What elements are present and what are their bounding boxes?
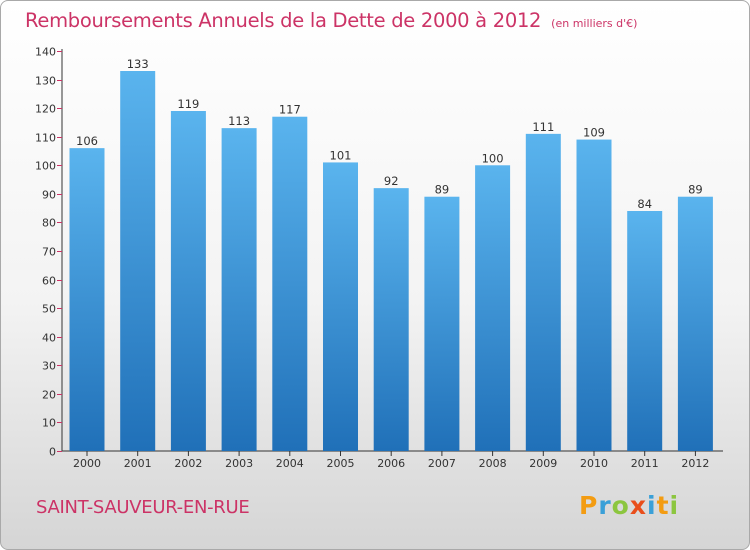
- bar: [272, 116, 308, 451]
- bar-value-label: 100: [482, 151, 504, 165]
- y-tick-label: 10: [42, 417, 56, 430]
- y-tick-label: 120: [35, 103, 56, 116]
- bar-value-label: 89: [688, 183, 703, 197]
- logo-letter: i: [647, 491, 657, 520]
- x-tick-label: 2011: [631, 457, 659, 470]
- y-tick-label: 30: [42, 360, 56, 373]
- bar: [677, 196, 713, 451]
- x-tick-label: 2006: [377, 457, 405, 470]
- bar-value-label: 84: [637, 197, 652, 211]
- chart-subtitle: (en milliers d'€): [551, 17, 638, 30]
- bar: [424, 196, 460, 451]
- x-tick-label: 2012: [681, 457, 709, 470]
- bar-value-label: 109: [583, 126, 605, 140]
- x-tick-label: 2004: [276, 457, 304, 470]
- bar: [120, 71, 156, 451]
- x-tick-label: 2010: [580, 457, 608, 470]
- bar-value-label: 113: [228, 114, 250, 128]
- y-tick-label: 50: [42, 303, 56, 316]
- bar: [221, 128, 257, 451]
- bar: [525, 133, 561, 451]
- bar: [170, 111, 206, 451]
- bar-value-label: 92: [384, 174, 399, 188]
- x-tick-label: 2009: [529, 457, 557, 470]
- bar: [69, 148, 105, 451]
- bar: [373, 188, 409, 451]
- logo-letter: o: [611, 491, 630, 520]
- logo-letter: r: [598, 491, 612, 520]
- chart-title-block: Remboursements Annuels de la Dette de 20…: [25, 9, 637, 32]
- x-tick-label: 2005: [327, 457, 355, 470]
- bar: [475, 165, 511, 452]
- x-tick-label: 2003: [225, 457, 253, 470]
- bar-value-label: 106: [76, 134, 98, 148]
- y-tick-label: 100: [35, 160, 56, 173]
- x-tick-label: 2001: [124, 457, 152, 470]
- proxiti-logo: Proxiti: [579, 491, 679, 520]
- y-tick-label: 130: [35, 75, 56, 88]
- bar-value-label: 117: [279, 103, 301, 117]
- bar-value-label: 133: [127, 57, 149, 71]
- commune-name: SAINT-SAUVEUR-EN-RUE: [36, 497, 250, 518]
- x-tick-label: 2000: [73, 457, 101, 470]
- y-tick-label: 110: [35, 132, 56, 145]
- y-tick-label: 140: [35, 46, 56, 59]
- logo-letter: t: [656, 491, 670, 520]
- y-tick-label: 20: [42, 389, 56, 402]
- x-tick-label: 2002: [174, 457, 202, 470]
- bar: [323, 162, 358, 451]
- bar-value-label: 119: [177, 97, 199, 111]
- bar: [627, 211, 663, 451]
- y-tick-label: 0: [49, 446, 56, 459]
- y-tick-label: 60: [42, 275, 56, 288]
- chart-title: Remboursements Annuels de la Dette de 20…: [25, 9, 542, 32]
- logo-letter: P: [579, 491, 599, 520]
- x-tick-label: 2007: [428, 457, 456, 470]
- logo-letter: i: [669, 491, 680, 520]
- y-tick-label: 40: [42, 332, 56, 345]
- y-tick-label: 70: [42, 246, 56, 259]
- x-tick-label: 2008: [479, 457, 507, 470]
- bar-value-label: 89: [435, 183, 450, 197]
- y-tick-label: 90: [42, 189, 56, 202]
- y-tick-label: 80: [42, 217, 56, 230]
- bar: [576, 139, 612, 452]
- bar-value-label: 111: [532, 120, 554, 134]
- bar-value-label: 101: [330, 148, 352, 162]
- logo-letter: x: [629, 491, 647, 520]
